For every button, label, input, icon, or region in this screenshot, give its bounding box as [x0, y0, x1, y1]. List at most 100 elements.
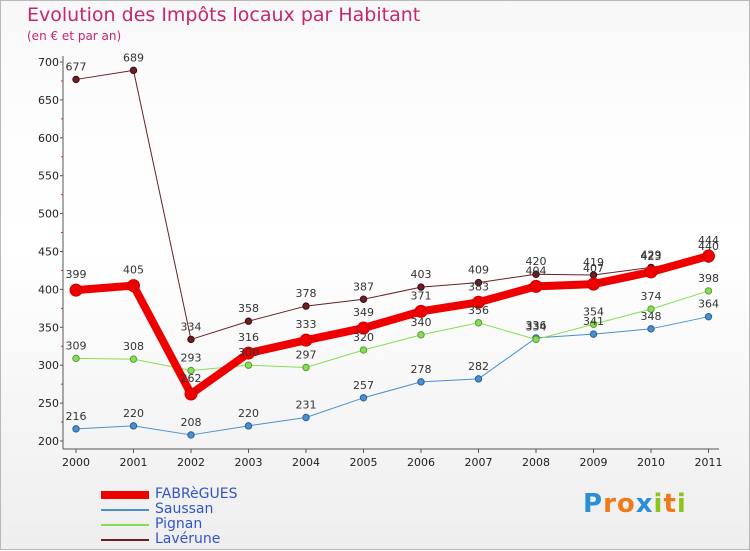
data-label-fabregues: 349: [353, 306, 374, 319]
data-point-saussan: [129, 422, 138, 430]
data-label-pignan: 398: [698, 272, 719, 285]
legend-label-saussan: Saussan: [155, 501, 214, 517]
proxiti-logo: Proxiti: [583, 489, 687, 519]
data-label-fabregues: 444: [698, 234, 719, 247]
data-point-saussan: [302, 413, 310, 422]
data-point-saussan: [589, 330, 598, 338]
data-label-fabregues: 423: [641, 250, 662, 263]
data-label-pignan: 374: [641, 290, 662, 303]
data-point-laverune: [532, 270, 540, 278]
data-label-fabregues: 399: [66, 268, 87, 281]
data-label-saussan: 231: [296, 399, 317, 412]
logo-letter: t: [663, 489, 677, 519]
data-point-laverune: [302, 302, 310, 310]
logo-letter: o: [616, 489, 636, 519]
y-tick-label: 400: [38, 283, 59, 296]
data-label-pignan: 354: [583, 305, 604, 318]
series-line-laverune: [75, 69, 709, 340]
data-label-pignan: 309: [66, 339, 87, 352]
data-label-fabregues: 333: [296, 318, 317, 331]
y-tick-label: 350: [38, 321, 59, 334]
data-label-pignan: 320: [353, 331, 374, 344]
data-label-pignan: 356: [468, 304, 489, 317]
logo-letter: x: [635, 489, 654, 519]
data-point-fabregues: [299, 333, 313, 347]
x-tick-label: 2004: [292, 456, 320, 469]
x-tick-label: 2006: [407, 456, 435, 469]
data-point-laverune: [72, 75, 80, 84]
data-label-saussan: 336: [526, 319, 547, 332]
data-point-pignan: [359, 346, 368, 354]
x-tick-label: 2011: [695, 456, 723, 469]
series-line-fabregues: [72, 252, 713, 399]
legend-swatch-fabregues: [101, 491, 149, 499]
data-point-laverune: [359, 295, 368, 303]
data-point-pignan: [417, 331, 425, 339]
data-label-saussan: 220: [238, 407, 259, 420]
data-label-laverune: 419: [583, 256, 604, 269]
data-label-fabregues: 316: [238, 331, 259, 344]
data-point-laverune: [417, 283, 425, 291]
data-label-pignan: 293: [181, 352, 202, 365]
x-tick-label: 2000: [62, 456, 90, 469]
data-point-pignan: [187, 366, 195, 375]
data-label-laverune: 420: [526, 255, 547, 268]
legend-swatch-laverune: [101, 539, 149, 541]
data-label-saussan: 257: [353, 379, 374, 392]
data-label-pignan: 308: [123, 340, 144, 353]
data-point-pignan: [532, 335, 540, 344]
data-label-saussan: 348: [641, 310, 662, 323]
data-label-saussan: 208: [181, 416, 202, 429]
data-point-fabregues: [702, 249, 715, 263]
data-point-saussan: [187, 431, 195, 439]
data-label-fabregues: 371: [411, 289, 432, 302]
data-point-saussan: [474, 375, 483, 383]
data-point-pignan: [704, 287, 713, 295]
data-point-saussan: [417, 378, 425, 386]
series-line-saussan: [75, 316, 709, 436]
data-point-fabregues: [184, 387, 198, 401]
data-point-saussan: [244, 422, 253, 430]
y-tick-label: 450: [38, 246, 59, 259]
y-tick-label: 300: [38, 359, 59, 372]
data-point-pignan: [72, 354, 80, 363]
data-label-saussan: 282: [468, 360, 489, 373]
logo-letter: i: [653, 489, 664, 519]
data-label-saussan: 220: [123, 407, 144, 420]
legend-label-fabregues: FABRèGUES: [155, 486, 238, 502]
data-label-pignan: 340: [411, 316, 432, 329]
data-point-laverune: [187, 335, 195, 344]
data-label-fabregues: 405: [123, 264, 144, 277]
data-label-laverune: 689: [123, 51, 144, 64]
data-point-saussan: [704, 312, 713, 321]
data-label-saussan: 278: [411, 363, 432, 376]
data-point-saussan: [647, 325, 655, 333]
y-tick-label: 700: [38, 56, 59, 69]
data-point-laverune: [474, 278, 483, 287]
chart-title: Evolution des Impôts locaux par Habitant: [27, 4, 421, 26]
data-point-pignan: [129, 355, 138, 363]
x-tick-label: 2010: [637, 456, 665, 469]
data-point-pignan: [474, 319, 483, 327]
data-point-fabregues: [529, 279, 543, 293]
data-label-laverune: 387: [353, 280, 374, 293]
data-label-fabregues: 404: [526, 264, 547, 277]
x-tick-label: 2009: [580, 456, 608, 469]
data-label-saussan: 341: [583, 315, 604, 328]
data-label-pignan: 334: [526, 320, 547, 333]
legend-label-laverune: Lavérune: [155, 531, 221, 547]
data-label-laverune: 358: [238, 302, 259, 315]
x-tick-label: 2002: [177, 456, 205, 469]
legend-label-pignan: Pignan: [155, 516, 203, 532]
data-label-pignan: 297: [296, 348, 317, 361]
data-point-saussan: [359, 394, 368, 402]
x-tick-label: 2007: [465, 456, 493, 469]
data-point-laverune: [129, 66, 138, 75]
y-tick-label: 200: [38, 435, 59, 448]
logo-letter: r: [603, 489, 617, 519]
data-label-pignan: 300: [238, 346, 259, 359]
legend-swatch-saussan: [101, 509, 149, 511]
data-point-fabregues: [472, 295, 485, 309]
legend-swatch-pignan: [101, 524, 149, 526]
